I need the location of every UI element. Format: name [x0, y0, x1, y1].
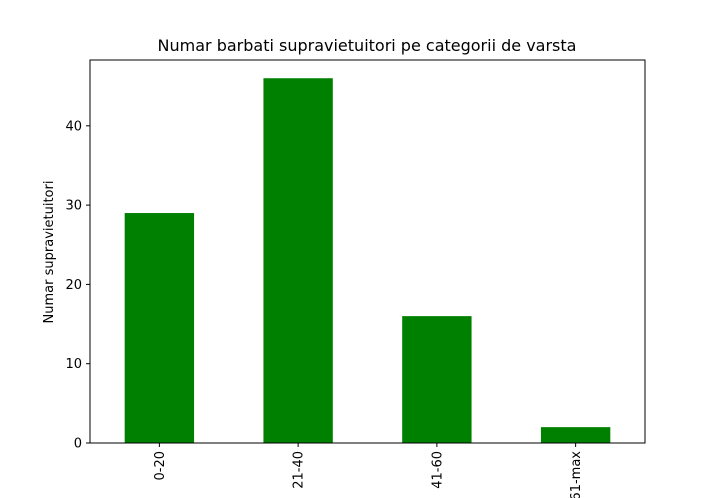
y-tick-label: 30 — [65, 199, 82, 214]
x-tick-label: 61-max — [569, 451, 584, 498]
y-axis: 0 10 20 30 40 — [65, 119, 90, 452]
chart-title: Numar barbati supravietuitori pe categor… — [158, 36, 577, 55]
bar-61-max — [540, 427, 611, 443]
y-axis-label: Numar supravietuitori — [42, 181, 57, 324]
bar-0-20 — [124, 213, 195, 443]
plot-area-frame — [89, 59, 646, 444]
y-tick-label: 0 — [74, 437, 82, 452]
y-tick-label: 40 — [65, 119, 82, 134]
x-tick-label: 41-60 — [430, 451, 445, 489]
y-tick-label: 10 — [65, 357, 82, 372]
bars-group — [124, 78, 611, 443]
x-tick-label: 0-20 — [153, 451, 168, 481]
bar-41-60 — [402, 316, 472, 443]
x-axis: 0-20 21-40 41-60 61-max — [153, 443, 584, 498]
x-tick-label: 21-40 — [292, 451, 307, 489]
bar-21-40 — [263, 78, 333, 443]
y-tick-label: 20 — [65, 278, 82, 293]
